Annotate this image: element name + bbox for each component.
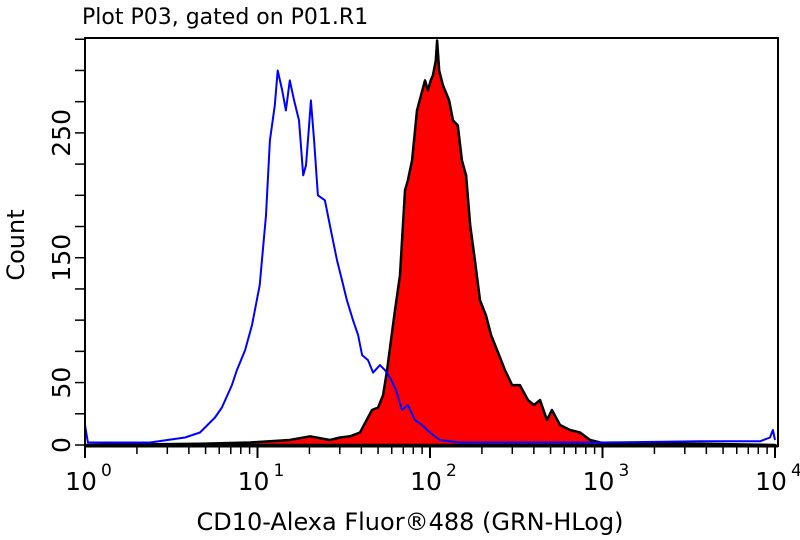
y-tick-label: 50: [47, 367, 76, 399]
y-axis-ticks: 0 50 150 250: [47, 38, 85, 453]
y-tick-label: 250: [47, 109, 76, 157]
x-tick-exponent: 0: [101, 461, 112, 481]
x-tick-exponent: 1: [274, 461, 285, 481]
series-layer: [83, 39, 777, 447]
series-1-filled-histogram: [83, 39, 777, 447]
x-tick-exponent: 3: [619, 461, 630, 481]
x-axis-ticks: 10 0 10 1 10 2 10 3 10 4: [65, 446, 800, 496]
x-tick-label: 10: [238, 467, 270, 496]
chart-title: Plot P03, gated on P01.R1: [82, 5, 368, 30]
x-tick-label: 10: [583, 467, 615, 496]
y-tick-label: 0: [47, 437, 76, 453]
y-tick-label: 150: [47, 234, 76, 282]
x-tick-exponent: 2: [446, 461, 457, 481]
series-0-line-histogram: [84, 69, 776, 444]
x-tick-exponent: 4: [791, 461, 800, 481]
y-axis-label: Count: [2, 209, 30, 280]
x-axis-label: CD10-Alexa Fluor®488 (GRN-HLog): [196, 508, 623, 536]
x-tick-label: 10: [410, 467, 442, 496]
x-tick-label: 10: [755, 467, 787, 496]
x-tick-label: 10: [65, 467, 97, 496]
